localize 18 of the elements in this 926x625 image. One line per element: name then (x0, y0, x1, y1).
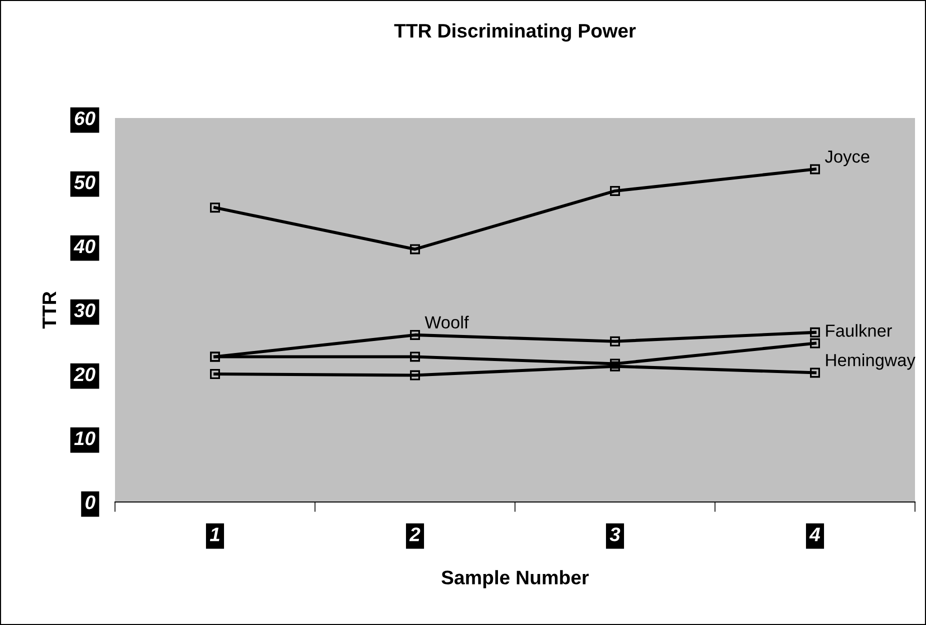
annotation: Hemingway (826, 354, 916, 370)
annotation: Faulkner (826, 324, 892, 337)
y-axis-title: TTR (42, 292, 56, 329)
y-tick-label: 20 (74, 367, 96, 382)
chart-title: TTR Discriminating Power (394, 23, 636, 42)
y-tick-label: 10 (74, 431, 96, 446)
annotation: Joyce (824, 150, 870, 166)
y-tick-label: 40 (74, 239, 96, 254)
annotation: Woolf (424, 316, 469, 329)
y-tick-label: 0 (86, 495, 96, 510)
x-tick-label: 2 (409, 528, 420, 542)
x-tick-label: 4 (809, 528, 820, 542)
y-tick-label: 50 (74, 175, 96, 190)
x-tick-label: 3 (610, 528, 620, 542)
y-tick-label: 30 (74, 303, 96, 318)
x-tick-label: 1 (210, 528, 220, 542)
x-axis-title: Sample Number (442, 570, 589, 588)
y-tick-label: 60 (74, 111, 96, 126)
